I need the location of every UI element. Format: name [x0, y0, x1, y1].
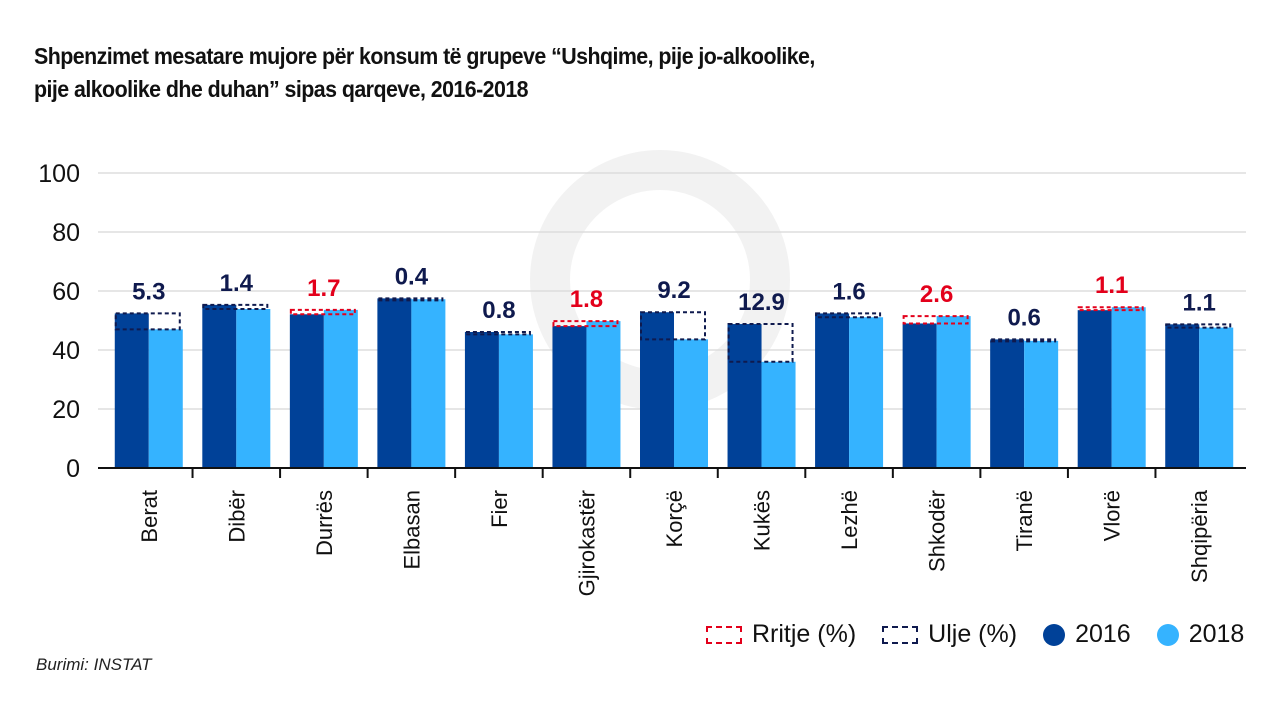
series-2018-dot-icon: [1156, 623, 1179, 646]
change-box: [990, 338, 1057, 343]
change-label: 1.6: [832, 278, 865, 305]
bar-2018-tiranë: [1024, 340, 1059, 468]
x-tick-label: Tiranë: [1012, 490, 1037, 552]
change-markers: 5.3 1.4 1.7 0.4 0.8 1.8 9.2 12.9 1.6 2.6 0.6 1.1 1.1: [114, 263, 1232, 363]
bar-2018-vlorë: [1111, 307, 1146, 468]
legend-label: Rritje (%): [752, 620, 857, 648]
change-box: [552, 320, 619, 328]
x-tick-label: Lezhë: [837, 490, 862, 550]
bar-2018-fier: [498, 334, 533, 468]
bar-2016-shkodër: [902, 323, 937, 468]
bar-2018-lezhë: [849, 317, 884, 468]
chart-title: Shpenzimet mesatare mujore për konsum të…: [34, 40, 964, 106]
x-tick-label: Shkodër: [925, 490, 950, 572]
change-box: [727, 323, 794, 363]
bar-2018-kukës: [761, 361, 796, 468]
legend-item-increase: Rritje (%): [706, 620, 856, 649]
x-tick-label: Kukës: [750, 490, 775, 551]
change-box: [289, 308, 356, 316]
x-tick-label: Berat: [137, 490, 162, 543]
change-label: 9.2: [657, 277, 690, 304]
x-axis: Berat Dibër Durrës Elbasan Fier Gjirokastër Ko…: [98, 467, 1246, 596]
bar-2016-fier: [464, 332, 499, 468]
change-label: 0.6: [1007, 304, 1040, 331]
change-box: [815, 312, 882, 319]
series-2016-dot-icon: [1043, 623, 1066, 646]
change-label: 5.3: [132, 278, 165, 305]
y-tick-label: 40: [52, 337, 80, 365]
legend-label: 2018: [1188, 620, 1245, 648]
x-tick-label: Shqipëria: [1187, 489, 1212, 583]
bar-2016-elbasan: [377, 298, 412, 468]
change-label: 2.6: [920, 281, 953, 308]
x-tick-label: Korçë: [662, 490, 687, 547]
bar-2018-durrës: [323, 309, 358, 468]
title-line-1: Shpenzimet mesatare mujore për konsum të…: [34, 43, 815, 69]
bar-2016-gjirokastër: [552, 326, 587, 468]
change-label: 1.1: [1095, 272, 1128, 299]
x-tick-label: Gjirokastër: [574, 490, 599, 596]
y-tick-label: 80: [52, 219, 80, 247]
bar-2018-shkodër: [936, 316, 971, 468]
change-box: [1077, 306, 1144, 312]
change-label: 1.7: [307, 275, 340, 302]
bar-2016-dibër: [202, 304, 237, 468]
bar-2016-berat: [114, 313, 149, 468]
change-label: 0.8: [482, 297, 515, 324]
change-label: 1.1: [1183, 289, 1216, 316]
bar-2018-shqipëria: [1199, 327, 1234, 468]
change-box: [640, 311, 706, 341]
legend-label: Ulje (%): [928, 620, 1018, 648]
change-box: [114, 312, 181, 331]
legend-item-2016: 2016: [1043, 620, 1131, 649]
bar-2016-durrës: [289, 314, 324, 468]
source-note: Burimi: INSTAT: [36, 655, 152, 674]
bar-2016-kukës: [727, 324, 762, 468]
x-tick-label: Fier: [487, 490, 512, 528]
legend-item-2018: 2018: [1156, 620, 1245, 649]
bar-2018-berat: [148, 329, 183, 468]
bar-2016-shqipëria: [1165, 324, 1200, 468]
increase-swatch-icon: [706, 625, 742, 644]
bar-2016-korçë: [640, 312, 674, 468]
bar-2016-vlorë: [1077, 310, 1112, 468]
x-tick-label: Durrës: [312, 490, 337, 556]
legend: Rritje (%) Ulje (%) 2016 2018: [706, 620, 1270, 649]
decrease-swatch-icon: [882, 625, 919, 644]
change-box: [464, 331, 531, 336]
bar-2018-korçë: [674, 339, 708, 468]
bar-2018-gjirokastër: [586, 321, 621, 468]
change-label: 1.8: [570, 286, 603, 313]
change-box: [1165, 323, 1232, 329]
legend-label: 2016: [1075, 620, 1131, 648]
change-label: 12.9: [738, 289, 785, 316]
bar-2016-lezhë: [815, 313, 850, 468]
y-tick-label: 0: [66, 455, 80, 483]
bars: [114, 298, 1234, 468]
x-tick-label: Vlorë: [1100, 490, 1125, 541]
x-tick-label: Elbasan: [399, 490, 424, 570]
x-tick-label: Dibër: [224, 490, 249, 543]
change-box: [377, 297, 444, 302]
bar-2016-tiranë: [990, 339, 1025, 468]
y-axis: 0 20 40 60 80 100: [38, 160, 80, 483]
bar-2018-dibër: [236, 308, 271, 468]
change-label: 1.4: [220, 270, 254, 297]
change-box: [902, 315, 969, 325]
bar-2018-elbasan: [411, 299, 446, 468]
change-box: [202, 303, 269, 310]
title-line-2: pije alkoolike dhe duhan” sipas qarqeve,…: [34, 76, 529, 102]
change-label: 0.4: [395, 263, 429, 290]
legend-item-decrease: Ulje (%): [882, 620, 1017, 649]
y-tick-label: 60: [52, 278, 80, 306]
y-tick-label: 100: [38, 160, 80, 188]
y-tick-label: 20: [52, 396, 80, 424]
